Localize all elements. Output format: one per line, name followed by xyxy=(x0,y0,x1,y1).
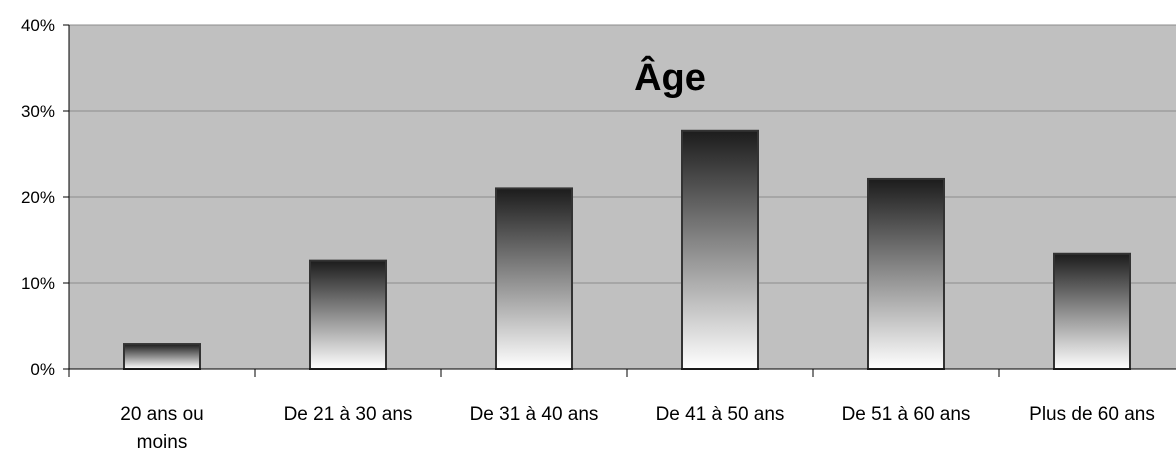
x-tick-label: De 41 à 50 ans xyxy=(656,404,785,425)
y-tick-label: 30% xyxy=(21,102,55,121)
x-tick-label: 20 ans ou moins xyxy=(120,404,203,453)
y-tick-label: 40% xyxy=(21,16,55,35)
x-tick-label: De 51 à 60 ans xyxy=(842,404,971,425)
gridlines xyxy=(69,24,1176,284)
bar xyxy=(681,129,759,370)
bars xyxy=(123,129,1131,371)
bar xyxy=(123,343,201,370)
x-tick-label: De 31 à 40 ans xyxy=(470,404,599,425)
axes xyxy=(63,24,1176,377)
bar xyxy=(495,187,573,370)
x-tick-label: De 21 à 30 ans xyxy=(284,404,413,425)
x-tick-label: Plus de 60 ans xyxy=(1029,404,1155,425)
y-tick-labels: 0% 10% 20% 30% 40% xyxy=(21,16,55,379)
x-tick-labels: 20 ans ou moins De 21 à 30 ans De 31 à 40 a… xyxy=(120,404,1155,453)
y-tick-label: 10% xyxy=(21,274,55,293)
y-tick-label: 20% xyxy=(21,188,55,207)
bar xyxy=(1053,252,1131,370)
chart-title: Âge xyxy=(634,55,706,99)
y-tick-label: 0% xyxy=(30,360,55,379)
bar xyxy=(867,177,945,370)
bar xyxy=(309,259,387,371)
